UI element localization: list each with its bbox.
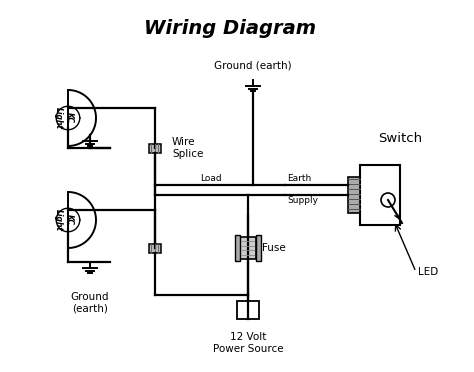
Text: Ground
(earth): Ground (earth) xyxy=(71,292,109,314)
Bar xyxy=(240,237,256,259)
Text: KC
Light: KC Light xyxy=(55,209,73,231)
Bar xyxy=(360,165,400,225)
Text: 12 Volt
Power Source: 12 Volt Power Source xyxy=(213,332,283,354)
Text: Wiring Diagram: Wiring Diagram xyxy=(144,19,316,38)
Text: Fuse: Fuse xyxy=(262,243,286,253)
Text: Supply: Supply xyxy=(287,196,318,205)
Text: LED: LED xyxy=(418,267,438,277)
Text: Earth: Earth xyxy=(287,174,311,183)
Text: Switch: Switch xyxy=(378,131,422,144)
Text: Ground (earth): Ground (earth) xyxy=(214,60,292,70)
Text: Load: Load xyxy=(200,174,222,183)
Bar xyxy=(256,235,261,261)
Bar xyxy=(348,177,360,213)
Bar xyxy=(235,235,240,261)
Text: Wire
Splice: Wire Splice xyxy=(172,137,203,159)
Text: KC
Light: KC Light xyxy=(55,107,73,129)
Bar xyxy=(149,244,161,253)
Bar xyxy=(149,144,161,153)
Bar xyxy=(237,301,259,319)
